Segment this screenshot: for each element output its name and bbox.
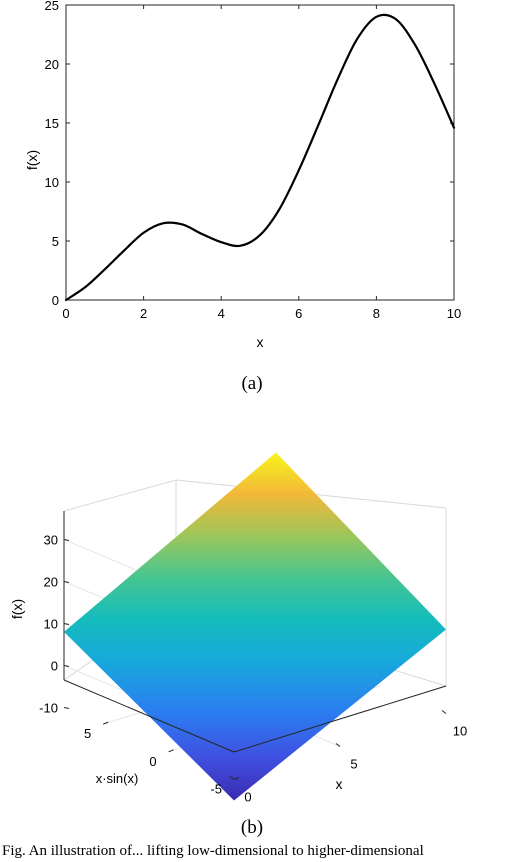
panel-label-b: (b) [241,817,263,838]
x-tick [335,743,341,747]
surface-z-label: f(x) [9,599,25,619]
y-tick-label: 20 [45,57,59,72]
x-tick-label: 8 [373,306,380,321]
figure-caption: Fig. An illustration of... lifting low-d… [2,843,424,859]
y-tick [103,721,109,725]
z-tick [63,580,70,583]
y-tick-label: 0 [149,754,156,769]
x-tick-label: 4 [218,306,225,321]
plot-area-frame [65,4,455,301]
y-tick [168,749,174,753]
z-tick-label: 20 [43,574,57,589]
y-tick-label: 15 [45,116,59,131]
z-tick [63,706,70,709]
surface-chart-panel: -10 0 10 20 30 -5 0 5 0 5 10 f(x) x·sin(x) x (b) [9,452,467,838]
y-tick [233,777,240,780]
y-axis-line [63,679,235,753]
surface-y-label: x·sin(x) [96,771,139,786]
z-tick [63,538,70,541]
y-tick-label: 0 [52,293,59,308]
x-tick-label: 6 [295,306,302,321]
x-axis-line [233,685,447,753]
z-tick [63,622,70,625]
x-tick [229,776,235,780]
z-tick-label: 10 [43,616,57,631]
x-tick-label: 2 [140,306,147,321]
x-axis-label: x [257,334,264,350]
x-tick-label: 0 [62,306,69,321]
front-axes [63,511,447,780]
line-chart-panel: 0 2 4 6 8 10 0 5 10 15 20 25 x f(x) (a) [24,0,461,394]
x-tick-label: 10 [453,724,467,739]
x-tick-label: 10 [447,306,461,321]
data-line [64,13,456,302]
z-tick-label: 0 [51,658,58,673]
y-tick-label: -5 [210,782,222,797]
z-tick-label: 30 [43,532,57,547]
tick-labels: 0 2 4 6 8 10 0 5 10 15 20 25 [45,0,462,321]
y-tick-label: 5 [84,726,91,741]
back-top-left-edge [63,479,177,512]
y-tick-label: 5 [52,234,59,249]
tick-marks [65,4,455,301]
y-tick-label: 10 [45,175,59,190]
y-axis-label: f(x) [24,150,40,170]
x-tick [441,710,447,714]
y-tick-label: 25 [45,0,59,13]
z-tick [63,664,70,667]
x-tick-label: 0 [244,790,251,805]
surface-tick-labels: -10 0 10 20 30 -5 0 5 0 5 10 [39,532,467,804]
panel-label-a: (a) [241,373,262,394]
z-tick-label: -10 [39,700,58,715]
surface-plane [63,452,447,801]
x-tick-label: 5 [350,757,357,772]
surface-x-label: x [336,776,343,792]
